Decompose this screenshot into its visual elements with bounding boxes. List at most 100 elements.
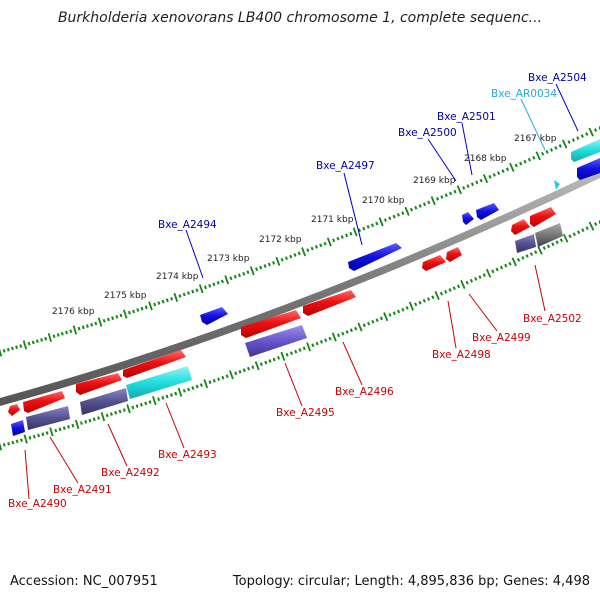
gene-label-bxe-a2493[interactable]: Bxe_A2493 xyxy=(158,449,217,461)
minor-tick xyxy=(545,150,549,154)
minor-tick xyxy=(418,300,422,305)
tick-track-bottom xyxy=(0,220,600,451)
rna-marker[interactable] xyxy=(554,180,560,190)
major-tick xyxy=(72,325,78,335)
minor-tick xyxy=(208,380,212,385)
minor-tick xyxy=(465,280,469,285)
minor-tick xyxy=(310,246,314,251)
minor-tick xyxy=(367,321,371,326)
minor-tick xyxy=(191,289,195,294)
minor-tick xyxy=(594,222,598,226)
minor-tick xyxy=(272,261,276,265)
gene-arrow[interactable] xyxy=(446,247,462,262)
minor-tick xyxy=(19,344,23,348)
gene-label-bxe-a2501[interactable]: Bxe_A2501 xyxy=(437,111,496,123)
minor-tick xyxy=(2,349,6,353)
minor-tick xyxy=(294,349,298,354)
gene-arrow[interactable] xyxy=(123,350,186,378)
minor-tick xyxy=(336,236,340,241)
gene-arrow[interactable] xyxy=(348,243,402,271)
major-tick xyxy=(152,396,157,406)
gene-label-bxe-a2491[interactable]: Bxe_A2491 xyxy=(53,484,112,496)
minor-tick xyxy=(349,328,353,333)
minor-tick xyxy=(332,238,336,243)
minor-tick xyxy=(44,336,48,341)
minor-tick xyxy=(225,374,229,379)
minor-tick xyxy=(482,273,486,278)
minor-tick xyxy=(492,173,496,177)
minor-tick xyxy=(2,443,6,447)
minor-tick xyxy=(466,184,470,188)
minor-tick xyxy=(35,339,39,343)
gene-label-bxe-a2495[interactable]: Bxe_A2495 xyxy=(276,407,335,419)
gene-arrow[interactable] xyxy=(515,234,536,253)
minor-tick xyxy=(340,235,344,239)
minor-tick xyxy=(516,258,521,262)
major-tick xyxy=(460,280,466,289)
gene-arrow[interactable] xyxy=(241,310,301,338)
minor-tick xyxy=(174,391,178,396)
gene-label-bxe-ar0034[interactable]: Bxe_AR0034 xyxy=(491,88,557,100)
major-tick xyxy=(126,404,131,414)
minor-tick xyxy=(337,333,341,338)
major-tick xyxy=(588,221,595,231)
gene-arrow[interactable] xyxy=(462,212,474,225)
gene-arrow[interactable] xyxy=(511,219,530,235)
minor-tick xyxy=(314,245,318,249)
minor-tick xyxy=(263,264,267,268)
minor-tick xyxy=(220,279,224,284)
gene-arrow[interactable] xyxy=(76,373,122,395)
minor-tick xyxy=(328,336,332,341)
minor-tick xyxy=(470,182,475,187)
gene-arrow[interactable] xyxy=(11,420,25,436)
major-tick xyxy=(537,245,543,255)
gene-label-bxe-a2504[interactable]: Bxe_A2504 xyxy=(528,72,587,84)
gene-label-bxe-a2497[interactable]: Bxe_A2497 xyxy=(316,160,375,172)
gene-arrow[interactable] xyxy=(80,388,128,415)
gene-label-bxe-a2499[interactable]: Bxe_A2499 xyxy=(472,332,531,344)
major-tick xyxy=(511,257,517,267)
gene-arrow[interactable] xyxy=(26,406,70,430)
tick-label-2174: 2174 kbp xyxy=(156,272,199,282)
minor-tick xyxy=(444,290,448,294)
gene-arrow[interactable] xyxy=(571,139,600,162)
major-tick xyxy=(0,348,3,357)
minor-tick xyxy=(199,383,203,387)
gene-label-bxe-a2502[interactable]: Bxe_A2502 xyxy=(523,313,582,325)
minor-tick xyxy=(15,345,18,350)
gene-arrow[interactable] xyxy=(200,307,228,325)
gene-arrow[interactable] xyxy=(476,203,499,220)
gene-arrow[interactable] xyxy=(126,366,192,399)
genes-forward-strand xyxy=(8,207,556,416)
major-tick xyxy=(173,292,179,302)
minor-tick xyxy=(593,128,598,132)
gene-label-bxe-a2498[interactable]: Bxe_A2498 xyxy=(432,349,491,361)
major-tick xyxy=(47,332,52,343)
minor-tick xyxy=(221,375,225,380)
gene-arrow[interactable] xyxy=(303,290,356,316)
major-tick xyxy=(0,442,3,451)
gene-label-bxe-a2490[interactable]: Bxe_A2490 xyxy=(8,498,67,510)
minor-tick xyxy=(92,417,96,422)
minor-tick xyxy=(558,144,562,148)
gene-label-bxe-a2494[interactable]: Bxe_A2494 xyxy=(158,219,217,231)
minor-tick xyxy=(88,418,92,423)
gene-arrow[interactable] xyxy=(577,158,600,180)
gene-arrow[interactable] xyxy=(8,404,20,416)
gene-arrow[interactable] xyxy=(245,325,307,357)
gene-label-bxe-a2500[interactable]: Bxe_A2500 xyxy=(398,127,457,139)
gene-label-bxe-a2492[interactable]: Bxe_A2492 xyxy=(101,467,160,479)
gene-arrow[interactable] xyxy=(535,223,563,247)
minor-tick xyxy=(111,316,115,321)
minor-tick xyxy=(371,320,375,324)
gene-arrow[interactable] xyxy=(530,207,556,227)
gene-label-bxe-a2496[interactable]: Bxe_A2496 xyxy=(335,386,394,398)
minor-tick xyxy=(452,286,456,290)
major-tick xyxy=(482,174,489,184)
gene-arrow[interactable] xyxy=(23,391,65,413)
minor-tick xyxy=(259,362,263,366)
minor-tick xyxy=(234,371,238,376)
gene-arrow[interactable] xyxy=(422,255,446,271)
minor-tick xyxy=(422,202,427,207)
